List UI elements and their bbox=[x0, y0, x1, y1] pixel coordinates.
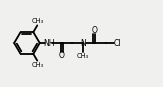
Text: CH₃: CH₃ bbox=[77, 53, 89, 59]
Text: CH₃: CH₃ bbox=[31, 62, 43, 68]
Text: O: O bbox=[91, 26, 97, 35]
Text: NH: NH bbox=[43, 39, 54, 48]
Text: Cl: Cl bbox=[114, 39, 121, 48]
Text: CH₃: CH₃ bbox=[31, 18, 43, 24]
Text: O: O bbox=[59, 51, 65, 60]
Text: N: N bbox=[80, 39, 86, 48]
